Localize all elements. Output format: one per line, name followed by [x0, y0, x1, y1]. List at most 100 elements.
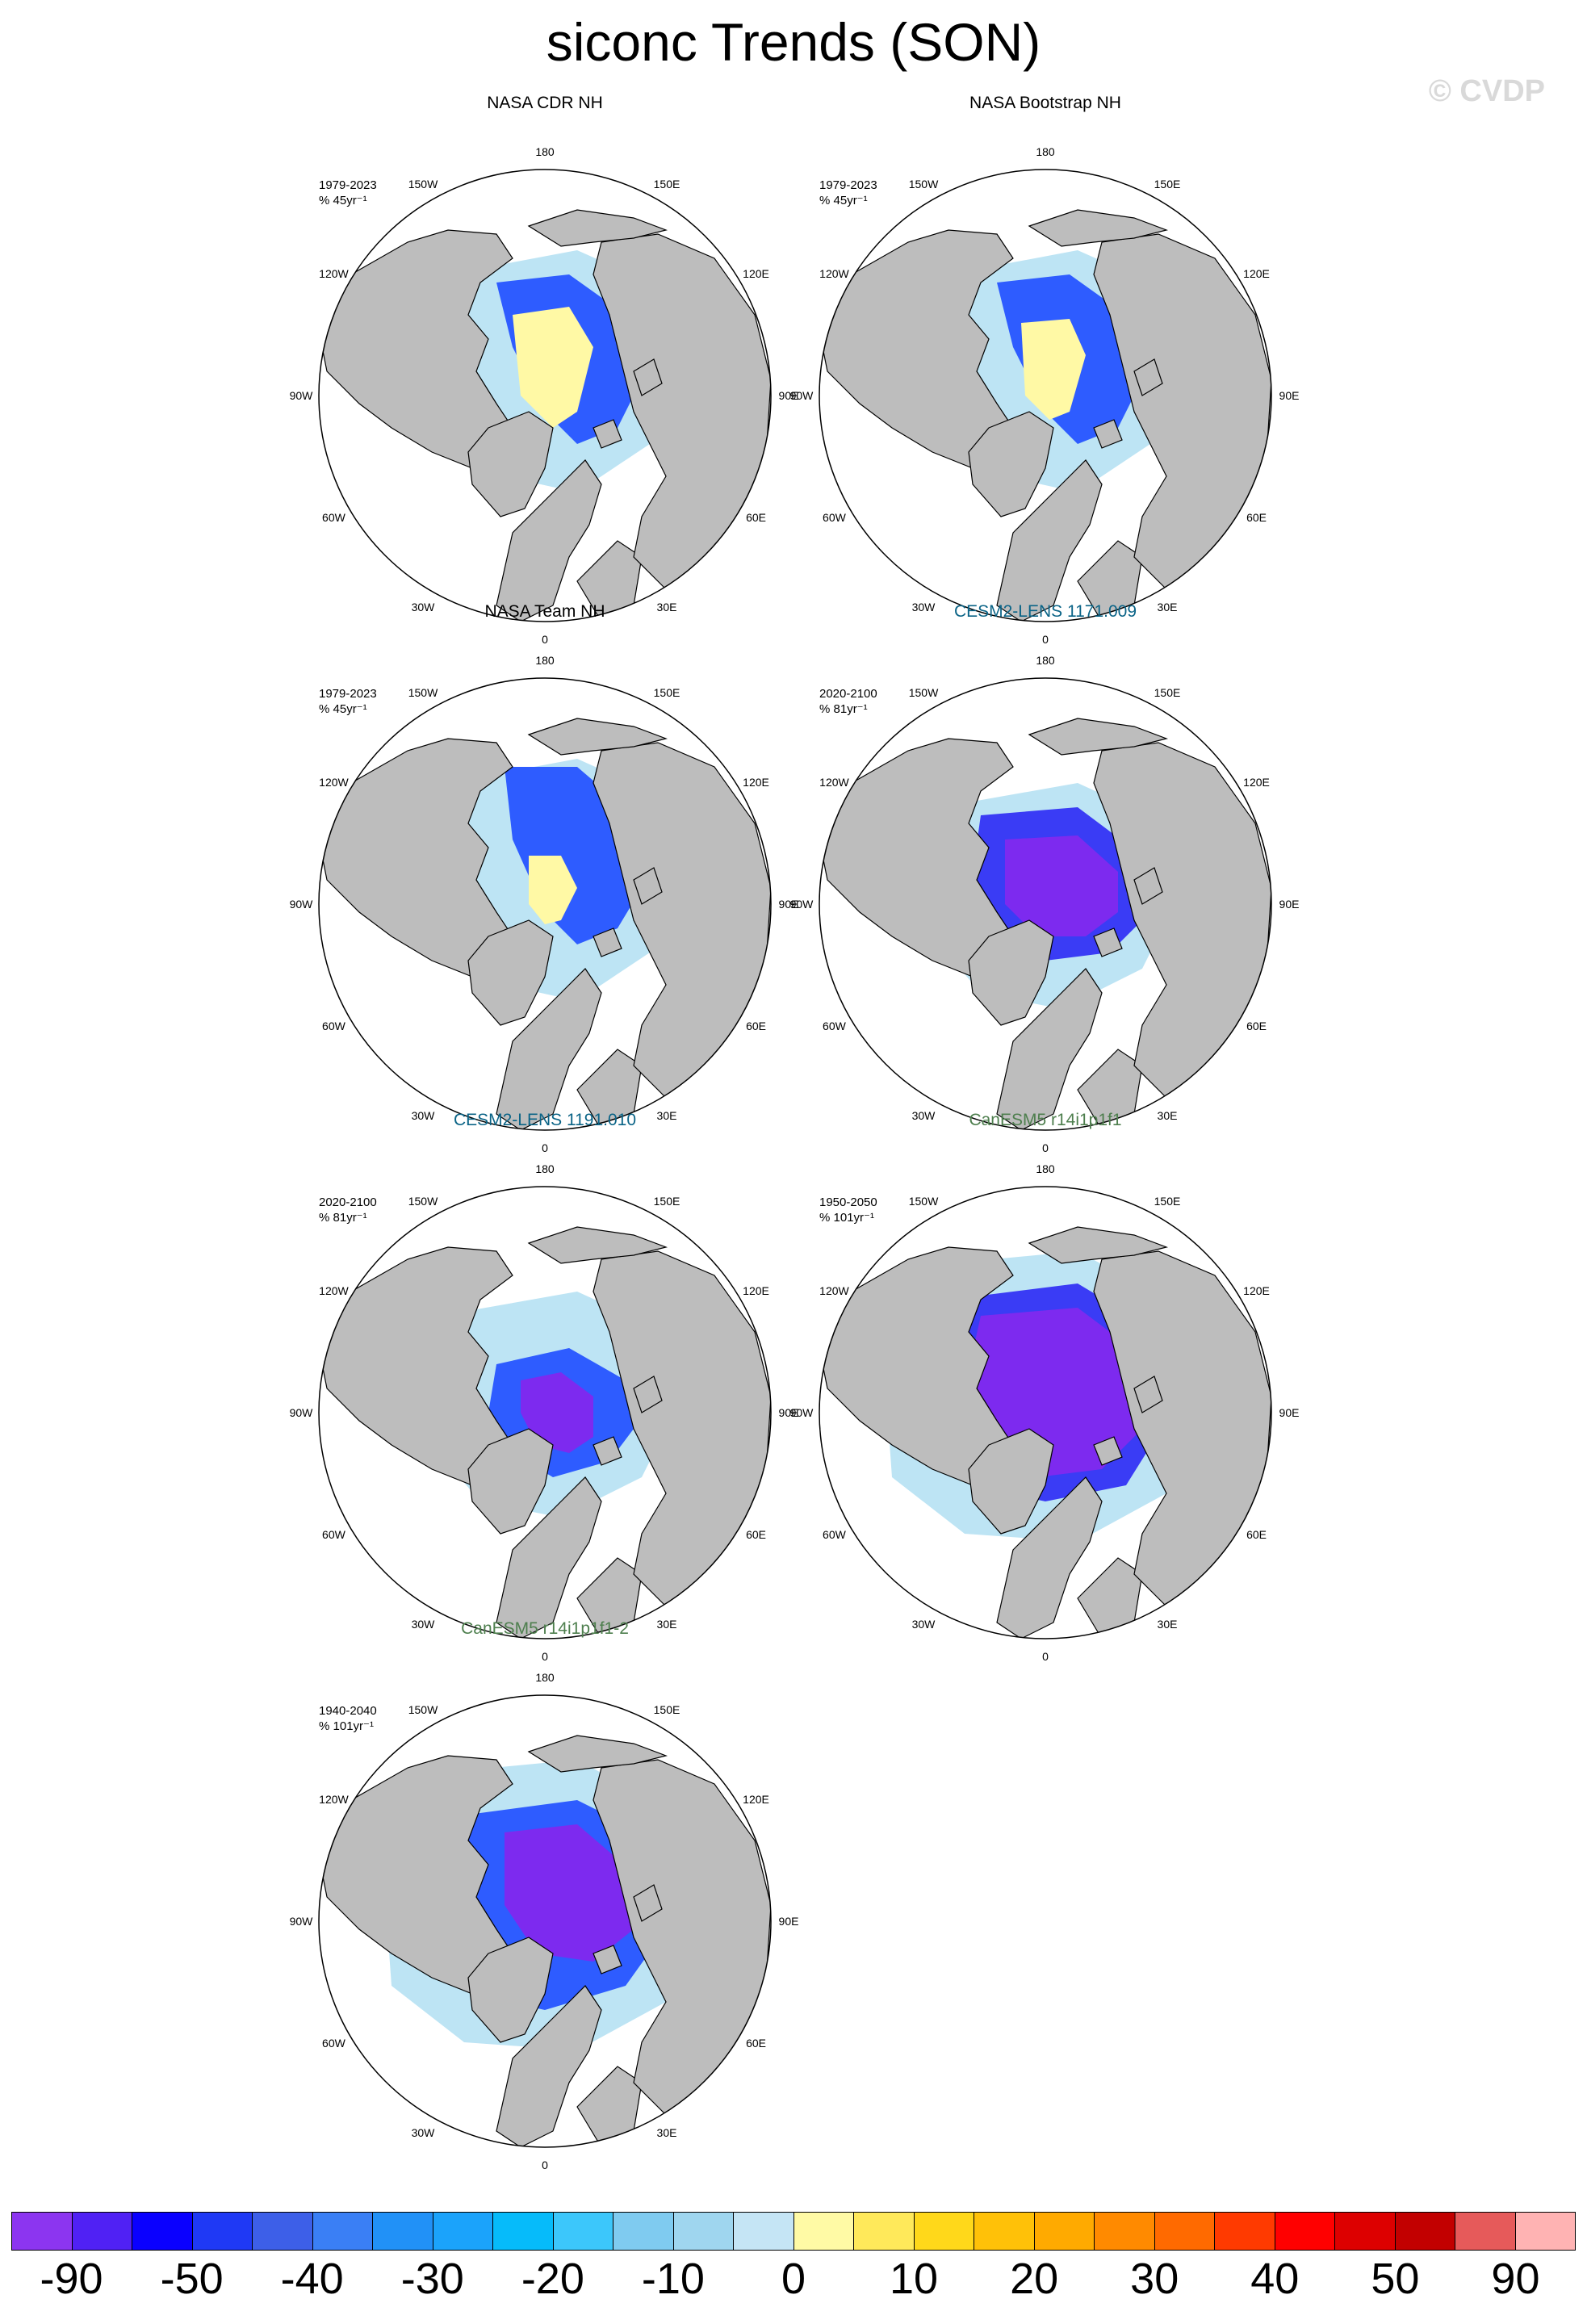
longitude-label: 150W — [908, 178, 939, 191]
map-boundary — [819, 169, 1272, 622]
longitude-label: 120W — [319, 776, 349, 789]
colorbar-labels: -90 -50 -40 -30 -20 -10 0 10 20 30 40 50 90 — [11, 2254, 1576, 2310]
panel-title: NASA Team NH — [484, 602, 605, 621]
land-mass — [593, 928, 622, 957]
units-label: % 81yr⁻¹ — [819, 702, 868, 716]
map-panel: CanESM5 r14i1p1f1 180 150E 120E 90E 60E 30E 0 30… — [787, 1111, 1304, 1671]
panel-title: CESM2-LENS 1191.010 — [453, 1111, 637, 1129]
longitude-label: 60W — [823, 511, 846, 524]
map-boundary — [318, 1694, 772, 2148]
polar-map — [819, 169, 1272, 622]
longitude-label: 150E — [1154, 178, 1181, 191]
panel-period: 1940-2040% 101yr⁻¹ — [319, 1703, 377, 1734]
longitude-label: 60E — [1246, 1528, 1267, 1541]
longitude-label: 150E — [653, 1703, 680, 1717]
panel-title: NASA Bootstrap NH — [969, 94, 1121, 112]
colorbar-swatch — [1515, 2213, 1575, 2250]
sea-ice-trend-region — [521, 1372, 593, 1453]
longitude-label: 120E — [1243, 1284, 1270, 1297]
period-label: 2020-2100 — [319, 1195, 377, 1209]
colorbar-swatch — [974, 2213, 1035, 2250]
map-panel: CanESM5 r14i1p1f1-2 180 150E 120E 90E 60E 30E 0… — [287, 1619, 803, 2180]
longitude-label: 30W — [911, 1108, 936, 1122]
panel-period: 2020-2100 % 81yr⁻¹ — [319, 1195, 377, 1225]
longitude-label: 180 — [535, 1671, 555, 1684]
map-boundary — [318, 169, 772, 622]
land-mass — [1093, 233, 1271, 590]
colorbar-swatch — [1335, 2213, 1396, 2250]
land-mass — [996, 968, 1103, 1130]
longitude-label: 90W — [789, 389, 814, 402]
colorbar-swatch — [1095, 2213, 1155, 2250]
longitude-label: 60W — [823, 1020, 846, 1032]
colorbar-tick-label: 10 — [890, 2255, 939, 2303]
panel-period: 1979-2023 % 45yr⁻¹ — [819, 178, 877, 208]
units-label: % 101yr⁻¹ — [319, 1719, 374, 1733]
units-label: % 45yr⁻¹ — [819, 194, 868, 207]
land-mass — [496, 1985, 602, 2147]
land-mass — [968, 919, 1054, 1026]
colorbar-swatch — [734, 2213, 794, 2250]
land-mass — [968, 411, 1054, 517]
map-panel: CESM2-LENS 1171.009 180 150E 120E 90E 60E 30E 0… — [787, 602, 1304, 1162]
land-mass — [467, 1428, 554, 1535]
longitude-label: 150W — [908, 1195, 939, 1208]
map-panel: NASA Team NH 180 150E 120E 90E 60E 30E 0 30W 60W 9… — [287, 602, 803, 1162]
land-mass — [996, 1476, 1103, 1639]
colorbar-swatch — [253, 2213, 313, 2250]
land-mass — [527, 209, 668, 247]
longitude-label: 150E — [653, 1195, 680, 1208]
units-label: % 45yr⁻¹ — [319, 194, 367, 207]
colorbar-tick-label: 50 — [1371, 2255, 1420, 2303]
longitude-label: 150W — [408, 686, 438, 700]
land-mass — [1028, 1226, 1169, 1264]
colorbar-swatch — [1154, 2213, 1215, 2250]
longitude-label: 180 — [1036, 145, 1055, 158]
sea-ice-trend-region — [505, 1824, 634, 1962]
land-mass — [1133, 358, 1163, 396]
land-mass — [1028, 718, 1169, 756]
colorbar-swatch — [493, 2213, 554, 2250]
longitude-label: 60W — [322, 1020, 345, 1032]
sea-ice-trend-region — [1021, 319, 1086, 420]
colorbar-tick-label: 40 — [1250, 2255, 1300, 2303]
longitude-label: 30E — [656, 2125, 677, 2139]
units-label: % 81yr⁻¹ — [319, 1211, 367, 1225]
longitude-label: 90E — [1279, 389, 1300, 402]
land-mass — [593, 1250, 771, 1607]
longitude-label: 120E — [743, 267, 769, 280]
land-mass — [1093, 419, 1123, 449]
longitude-label: 30W — [411, 2125, 435, 2139]
panel-title: CanESM5 r14i1p1f1-2 — [461, 1619, 629, 1638]
longitude-label: 60E — [746, 2037, 766, 2050]
colorbar-swatch — [433, 2213, 493, 2250]
colorbar-swatch — [1034, 2213, 1095, 2250]
longitude-label: 90E — [778, 1406, 799, 1419]
longitude-label: 90E — [778, 389, 799, 402]
polar-map — [318, 1694, 772, 2148]
colorbar-swatch — [373, 2213, 433, 2250]
period-label: 1979-2023 — [319, 687, 377, 701]
longitude-label: 60E — [746, 511, 766, 524]
land-mass — [319, 1755, 513, 1995]
longitude-label: 30E — [656, 600, 677, 613]
colorbar-tick-label: -30 — [400, 2255, 464, 2303]
longitude-label: 90W — [789, 898, 814, 911]
panel-period: 1979-2023 % 45yr⁻¹ — [319, 178, 377, 208]
land-mass — [1133, 867, 1163, 905]
colorbar-swatch — [1275, 2213, 1335, 2250]
colorbar-swatch — [854, 2213, 915, 2250]
longitude-label: 120E — [1243, 267, 1270, 280]
longitude-label: 60E — [1246, 511, 1267, 524]
land-mass — [467, 1937, 554, 2043]
longitude-label: 90W — [289, 1915, 313, 1928]
period-label: 1979-2023 — [319, 178, 377, 192]
figure-title: siconc Trends (SON) — [546, 12, 1041, 72]
colorbar-swatch — [673, 2213, 734, 2250]
colorbar-swatch — [12, 2213, 73, 2250]
longitude-label: 30W — [911, 1617, 936, 1631]
panel-period: 1979-2023% 45yr⁻¹ — [319, 686, 377, 717]
period-label: 1979-2023 — [819, 178, 877, 192]
map-panel: NASA CDR NH 180 150E 120E 90E 60E 30E 0 30W 60W 90… — [287, 94, 803, 654]
longitude-label: 90W — [289, 898, 313, 911]
